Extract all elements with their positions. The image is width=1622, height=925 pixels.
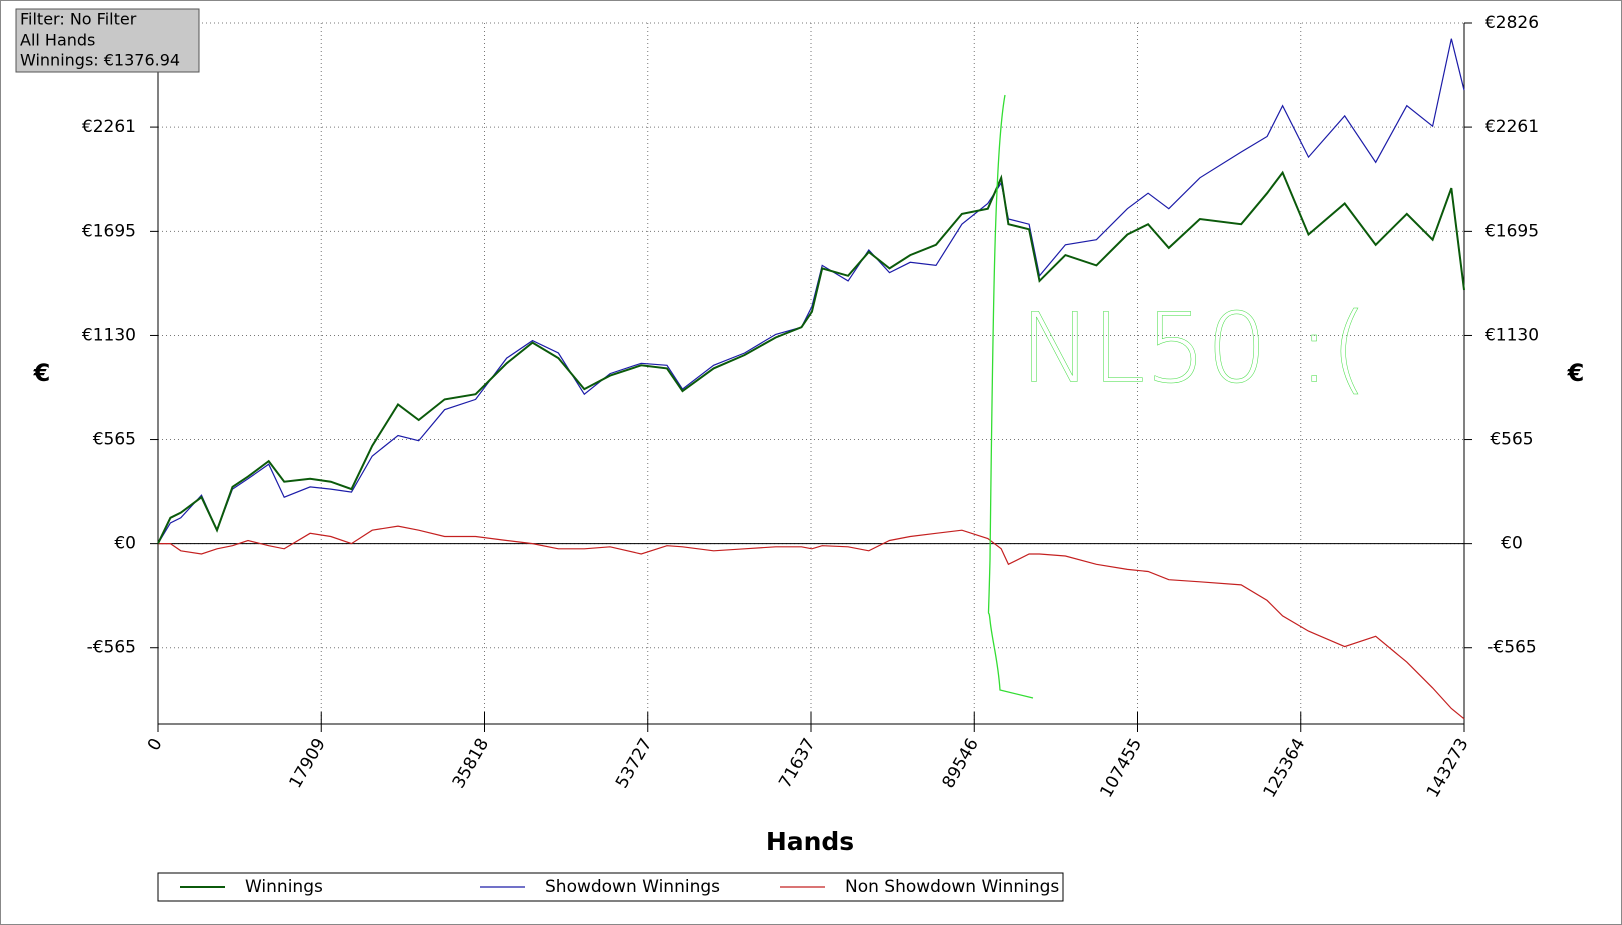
y-tick-label: €0: [114, 534, 136, 554]
y2-axis-label: €: [1567, 359, 1585, 387]
info-background: [15, 8, 200, 73]
y2-tick-label: €2261: [1485, 117, 1539, 137]
y2-tick-label: €1695: [1485, 221, 1539, 241]
y2-tick-label: -€565: [1487, 638, 1536, 658]
info-box: Filter: No Filter All Hands Winnings: €1…: [15, 8, 200, 73]
info-line: Winnings: €1376.94: [20, 51, 180, 70]
y-tick-label: €2261: [82, 117, 136, 137]
y-tick-label: €565: [93, 430, 136, 450]
annotation: NL50 :(: [1020, 292, 1368, 404]
series-line: [158, 525, 1465, 720]
y-tick-label: €1130: [82, 325, 136, 345]
legend-label: Showdown Winnings: [545, 877, 720, 897]
legend-label: Non Showdown Winnings: [845, 877, 1059, 897]
x-axis-label: Hands: [766, 827, 854, 856]
y2-tick-label: €2826: [1485, 13, 1539, 33]
y2-tick-label: €0: [1501, 534, 1523, 554]
series-line: [157, 38, 1465, 544]
legend: [157, 872, 1064, 902]
legend-label: Winnings: [245, 877, 323, 897]
series-line: [157, 170, 1465, 545]
y2-tick-label: €1130: [1485, 325, 1539, 345]
y-tick-label: -€565: [87, 638, 136, 658]
y2-tick-label: €565: [1490, 430, 1533, 450]
hand-drawn-line: [987, 94, 1034, 699]
info-line: Filter: No Filter: [20, 10, 137, 29]
y-axis-label: €: [33, 359, 51, 387]
y-tick-label: €1695: [82, 221, 136, 241]
info-line: All Hands: [20, 31, 95, 50]
